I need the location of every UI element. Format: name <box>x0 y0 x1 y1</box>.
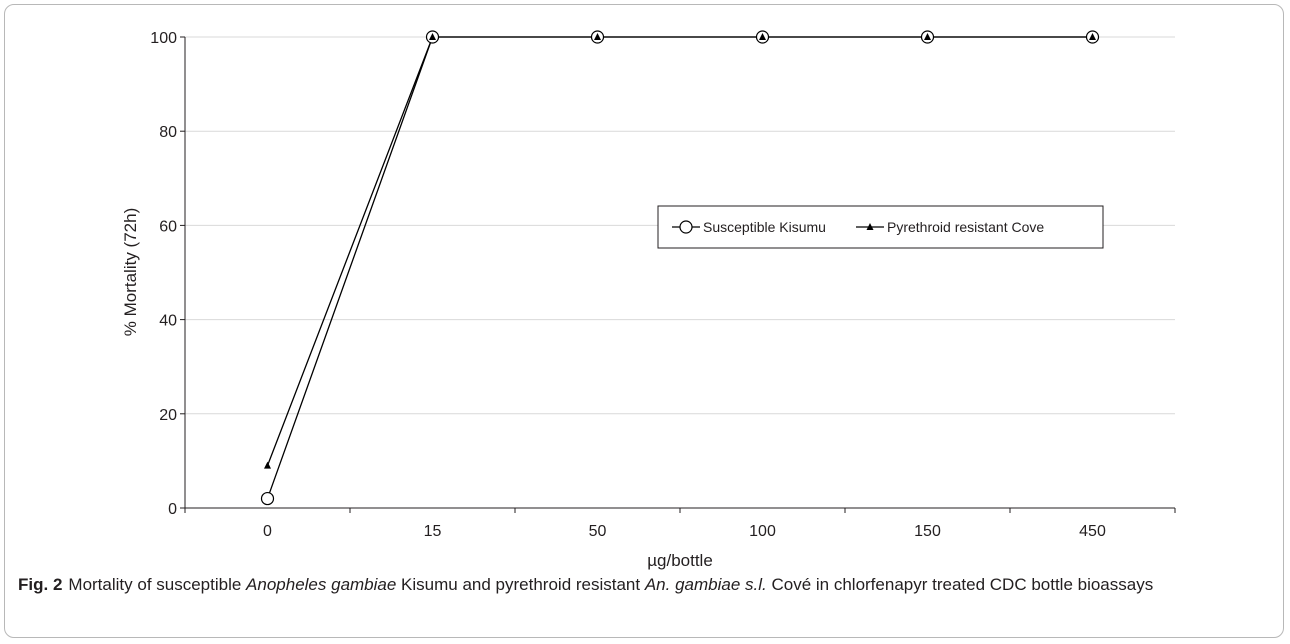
caption-fragment: Mortality of susceptible <box>68 575 247 594</box>
y-tick-label: 60 <box>159 218 177 235</box>
y-tick-labels: 0 20 40 60 80 100 <box>150 30 177 518</box>
y-tick-label: 80 <box>159 124 177 141</box>
data-point-resistant <box>429 33 436 40</box>
y-tick-label: 0 <box>168 501 177 518</box>
x-tick-labels: 0 15 50 100 150 450 <box>263 523 1106 540</box>
x-tick-label: 0 <box>263 523 272 540</box>
figure-frame <box>4 4 1284 638</box>
caption-text: Mortality of susceptible Anopheles gambi… <box>68 575 1153 594</box>
data-point-resistant <box>264 461 271 469</box>
y-tick-label: 20 <box>159 407 177 424</box>
y-axis-label: % Mortality (72h) <box>121 208 140 336</box>
y-tick-label: 40 <box>159 313 177 330</box>
line-chart: 0 20 40 60 80 100 0 15 50 100 150 450 % Mortality … <box>121 30 1176 570</box>
data-point-resistant <box>1089 33 1096 40</box>
data-point-susceptible <box>260 491 275 506</box>
x-tick-label: 450 <box>1079 523 1106 540</box>
y-tick-label: 100 <box>150 30 177 47</box>
x-tick-label: 100 <box>749 523 776 540</box>
series-line-susceptible <box>266 36 1093 499</box>
figure-caption: Fig. 2 Mortality of susceptible Anopheles… <box>18 572 1268 597</box>
series-line-resistant <box>266 36 1093 466</box>
data-point-resistant <box>594 33 601 40</box>
legend-swatch-marker <box>679 220 693 234</box>
legend-label: Susceptible Kisumu <box>703 219 826 235</box>
x-tick-label: 150 <box>914 523 941 540</box>
data-point-resistant <box>924 33 931 40</box>
caption-fragment: An. gambiae s.l. <box>644 575 767 594</box>
x-tick-label: 15 <box>424 523 442 540</box>
legend-label: Pyrethroid resistant Cove <box>887 219 1044 235</box>
caption-fragment: Cové in chlorfenapyr treated CDC bottle … <box>766 575 1154 594</box>
legend-swatch-marker <box>866 223 874 230</box>
series-lines <box>266 36 1093 499</box>
caption-label: Fig. 2 <box>18 575 63 594</box>
x-tick-label: 50 <box>589 523 607 540</box>
series-markers <box>260 30 1100 506</box>
legend: Susceptible Kisumu Pyrethroid resistant C… <box>657 205 1104 249</box>
caption-fragment: Anopheles gambiae <box>246 575 397 594</box>
caption-fragment: Kisumu and pyrethroid resistant <box>396 575 645 594</box>
data-point-resistant <box>759 33 766 40</box>
x-axis-label: µg/bottle <box>647 551 713 570</box>
axes <box>180 36 1176 513</box>
